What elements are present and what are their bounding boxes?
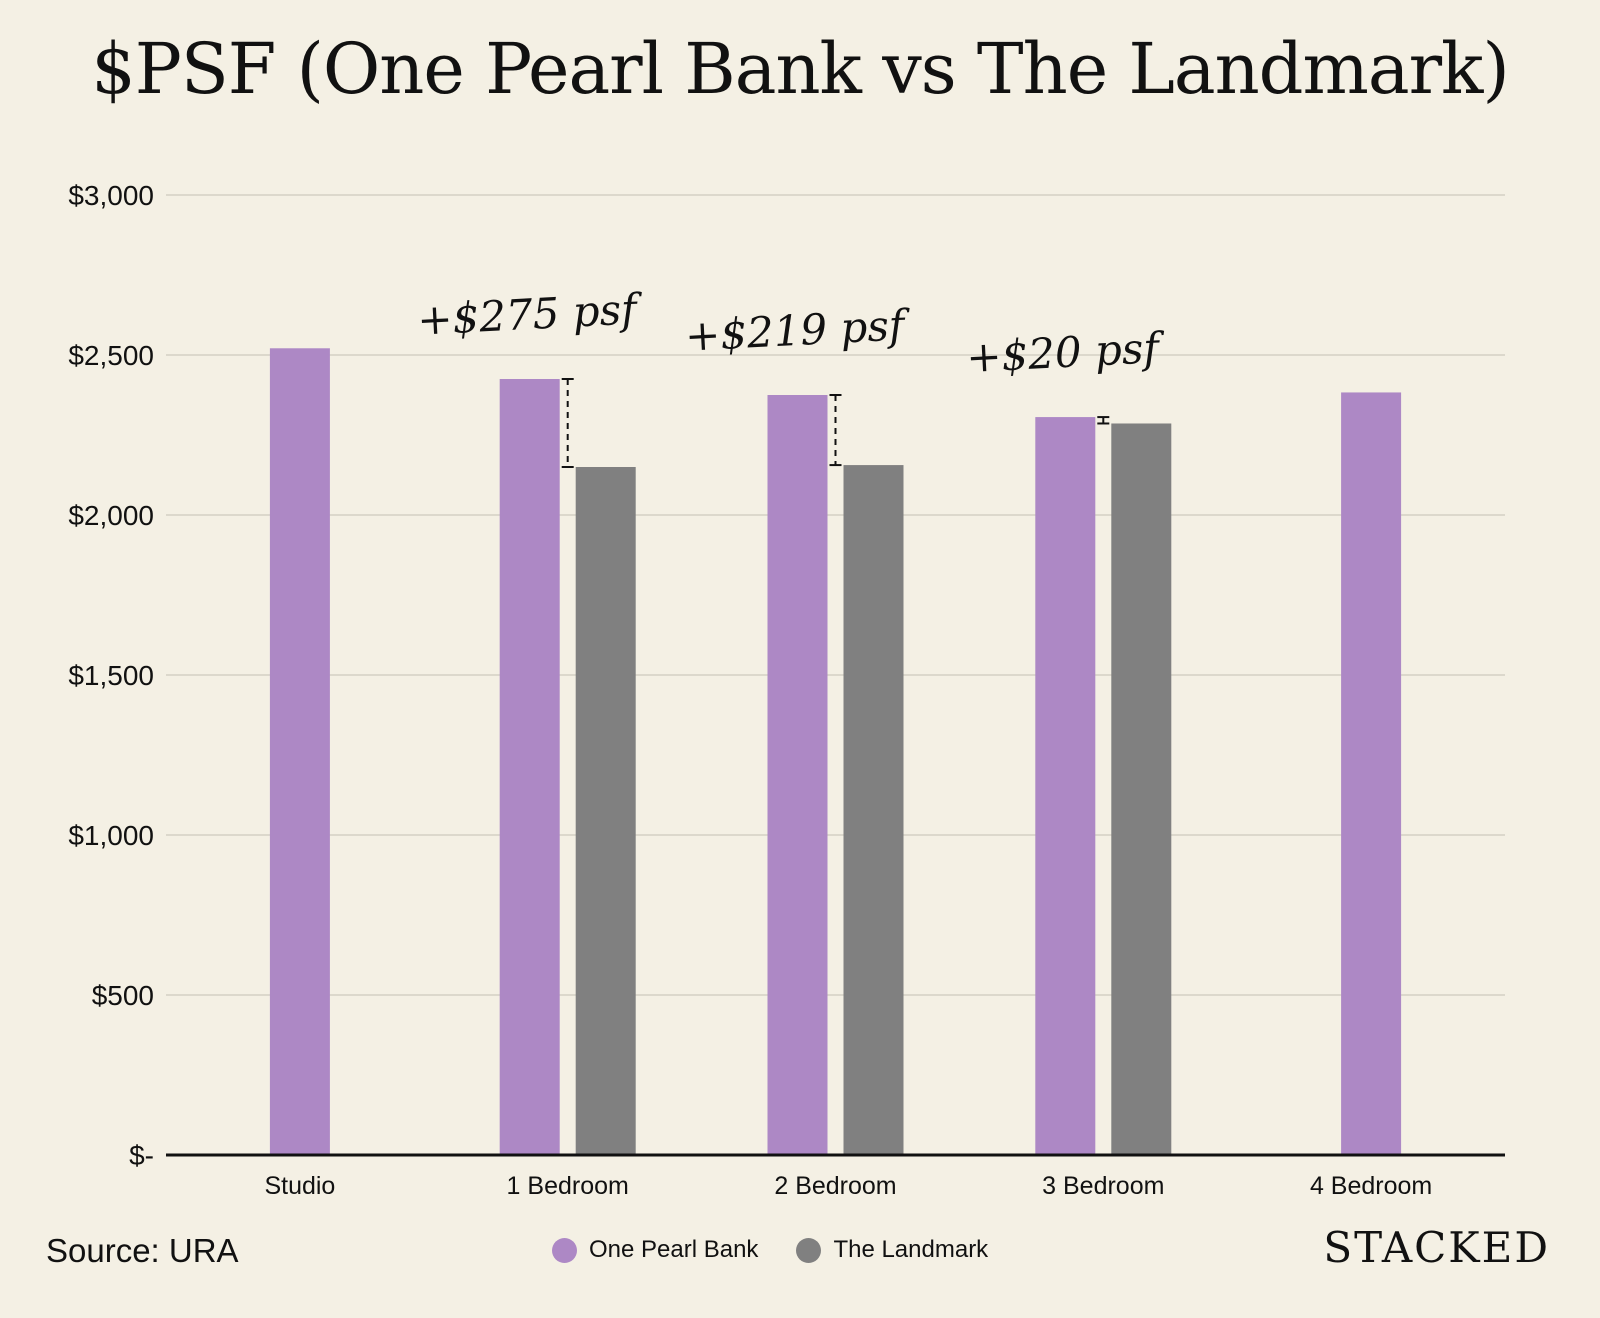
x-tick-label: 4 Bedroom (1310, 1172, 1432, 1200)
brand-logo: STACKED (1323, 1223, 1550, 1272)
axis-layer: $- $500 $1,000 $1,500 $2,000 $2,500 $3,000 Stud… (68, 180, 1505, 1200)
difference-annotation: +$20 psf (965, 323, 1166, 382)
legend-label: The Landmark (833, 1236, 989, 1263)
y-tick-label: $3,000 (68, 180, 154, 211)
difference-annotation: +$275 psf (416, 284, 644, 345)
x-tick-label: 2 Bedroom (774, 1172, 896, 1200)
legend-label: One Pearl Bank (589, 1236, 759, 1263)
bar (269, 348, 330, 1155)
y-tick-label: $2,500 (68, 340, 154, 371)
y-tick-label: $2,000 (68, 500, 154, 531)
difference-annotation: +$219 psf (684, 300, 912, 361)
y-tick-label: $1,000 (68, 820, 154, 851)
legend-swatch (552, 1237, 577, 1263)
chart-title: $PSF (One Pearl Bank vs The Landmark) (91, 28, 1510, 110)
bar (1111, 423, 1172, 1156)
x-tick-label: 1 Bedroom (507, 1172, 629, 1200)
bar (1035, 417, 1096, 1156)
bar (767, 395, 828, 1155)
y-tick-label: $500 (92, 980, 154, 1011)
legend-swatch (796, 1237, 822, 1263)
bar (575, 467, 636, 1155)
x-tick-label: 3 Bedroom (1042, 1172, 1164, 1200)
y-tick-label: $1,500 (68, 660, 154, 691)
legend: One Pearl Bank The Landmark (552, 1236, 1026, 1264)
x-tick-label: Studio (264, 1172, 335, 1200)
bar (1341, 392, 1402, 1155)
annotation-layer: +$275 psf +$219 psf +$20 psf (416, 284, 1166, 468)
bar (843, 465, 904, 1156)
bar (499, 379, 560, 1155)
grid-layer (166, 194, 1505, 996)
source-note: Source: URA (46, 1232, 239, 1269)
legend-item-one-pearl-bank: One Pearl Bank (552, 1236, 758, 1264)
legend-item-the-landmark: The Landmark (796, 1236, 988, 1264)
y-tick-label: $- (129, 1140, 154, 1171)
bars-layer (269, 348, 1402, 1156)
